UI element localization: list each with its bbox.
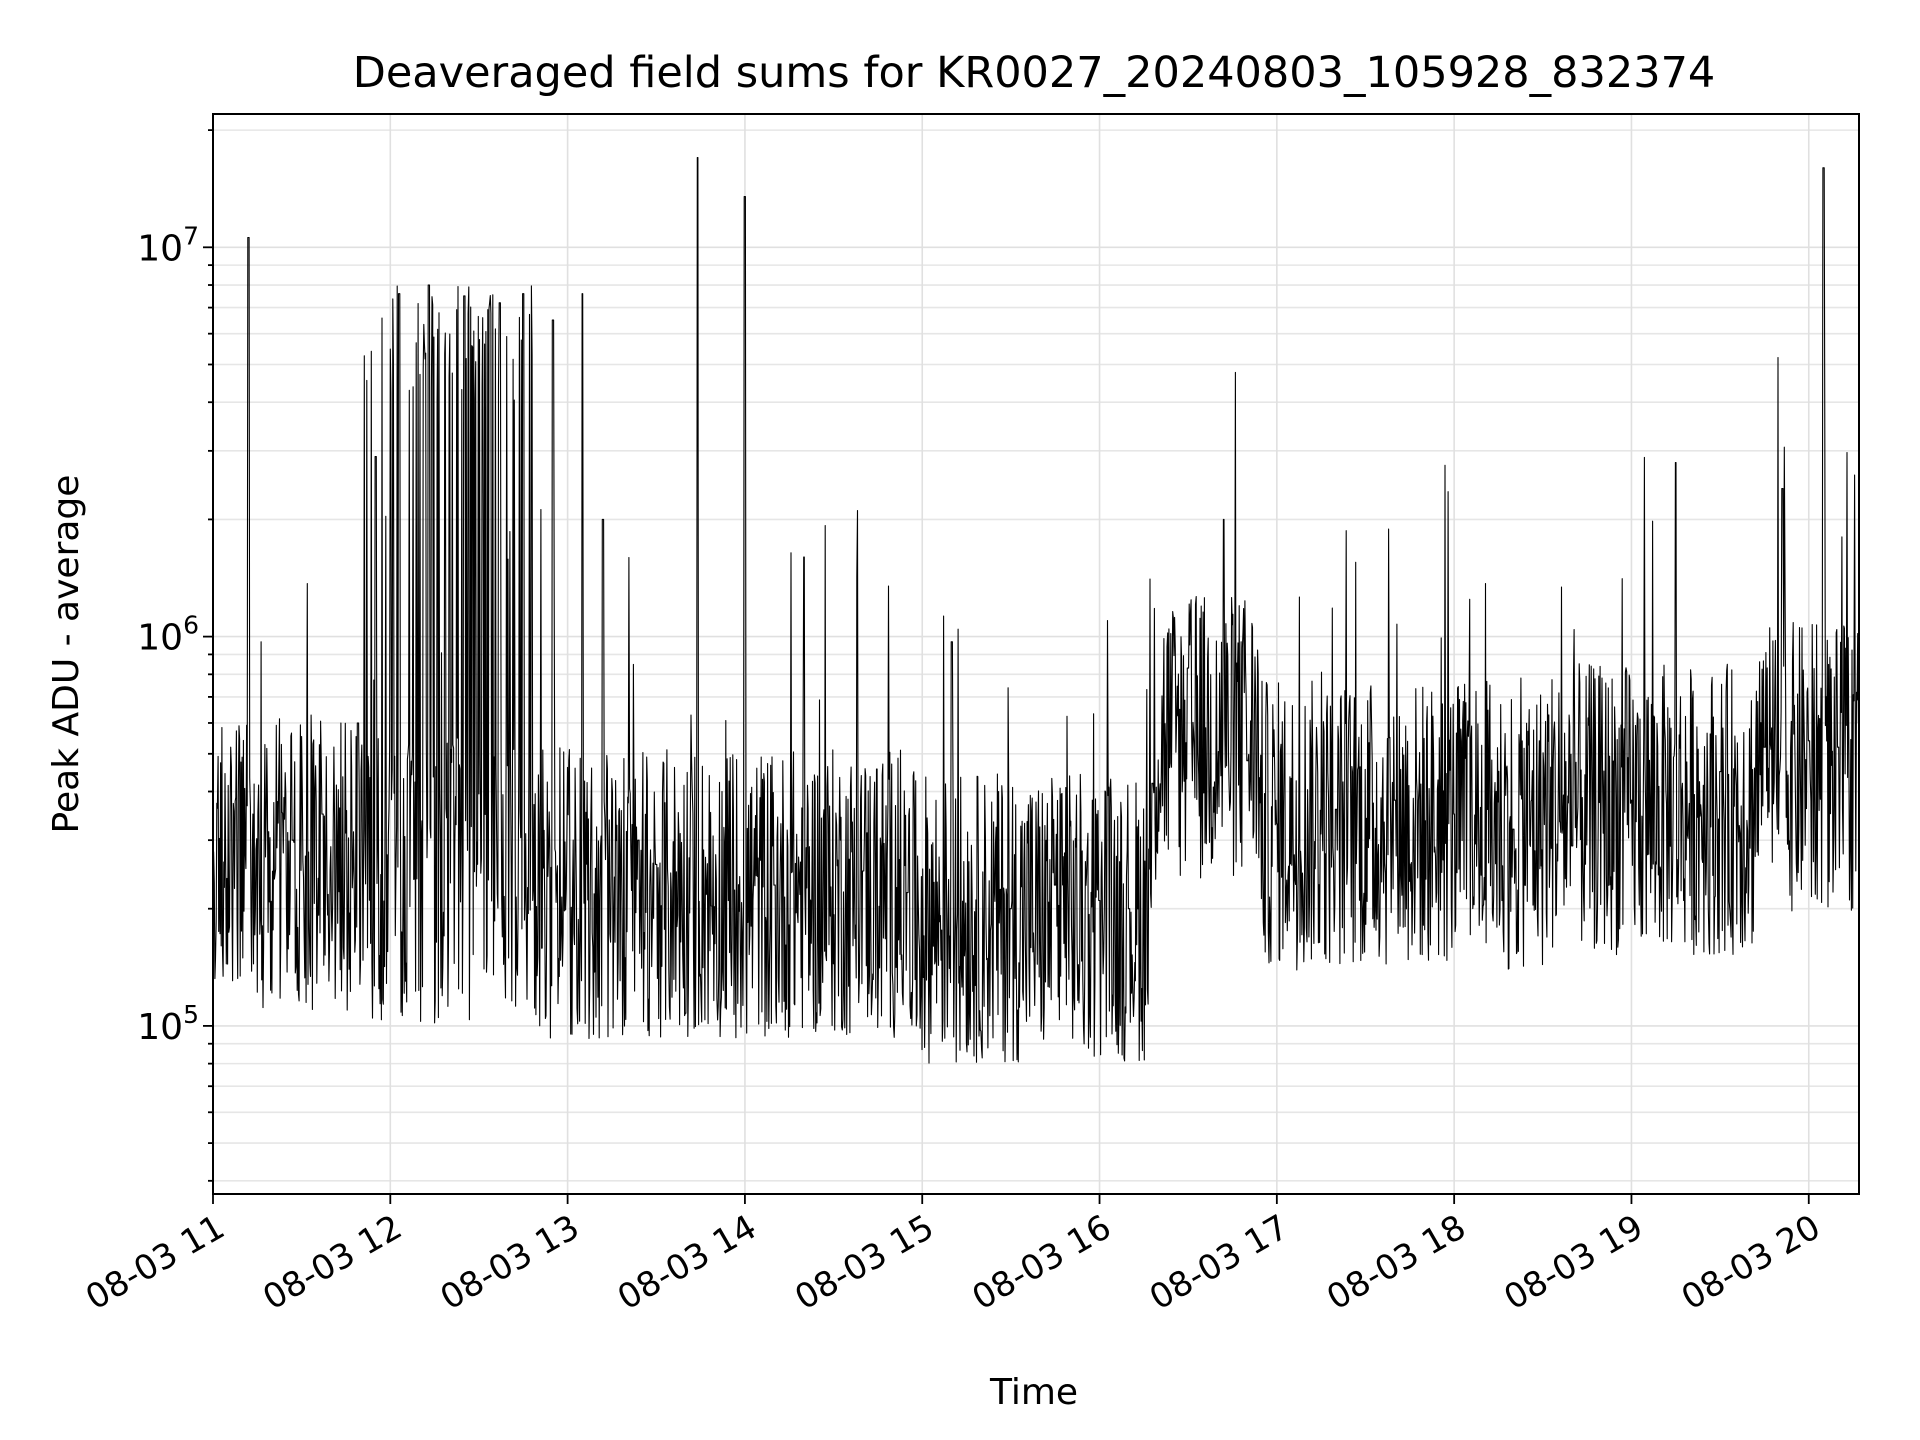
y-axis-label: Peak ADU - average xyxy=(46,475,87,834)
y-tick-label: 105 xyxy=(137,1000,199,1048)
y-tick-label: 107 xyxy=(137,221,199,269)
y-axis: 105 106 107 xyxy=(137,129,213,1182)
chart-title: Deaveraged field sums for KR0027_2024080… xyxy=(353,48,1716,98)
y-tick-label: 106 xyxy=(137,611,199,659)
plot-area xyxy=(213,157,1859,1064)
series-line xyxy=(213,157,1859,1064)
x-axis-label: Time xyxy=(989,1372,1078,1413)
